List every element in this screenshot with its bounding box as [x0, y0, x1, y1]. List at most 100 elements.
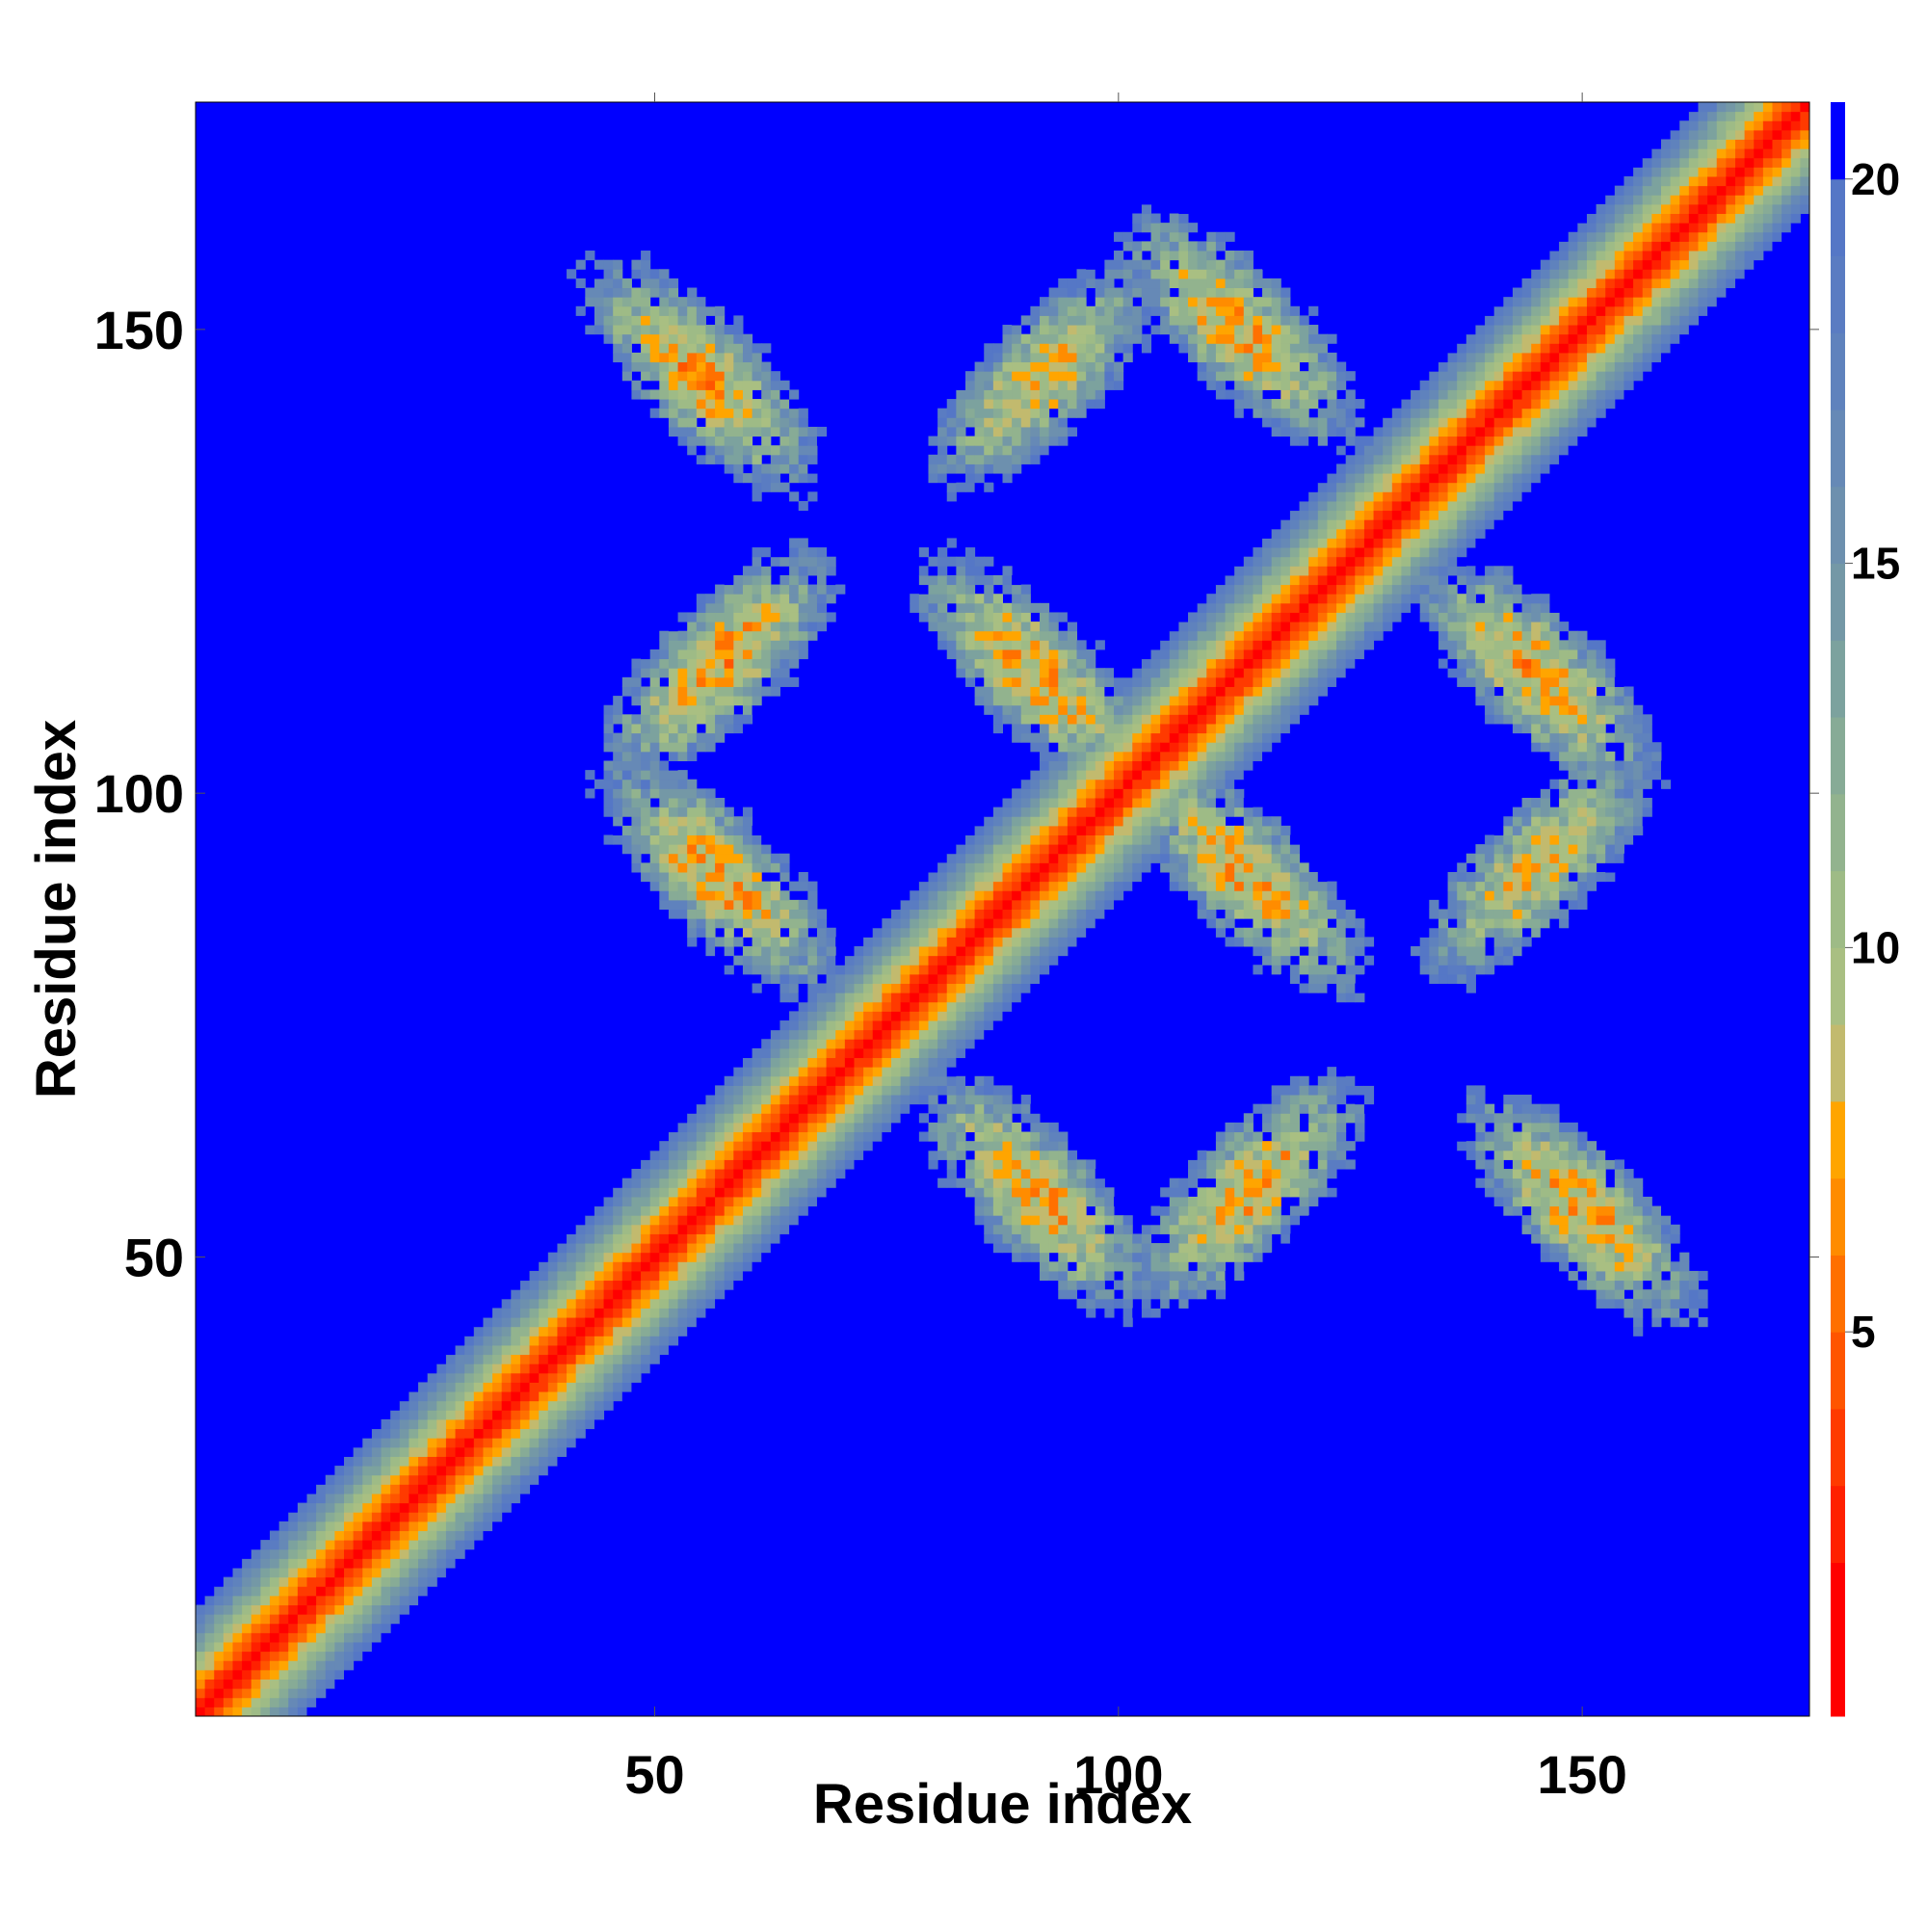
heatmap-cell: [492, 1344, 503, 1356]
heatmap-cell: [1206, 862, 1217, 873]
heatmap-cell: [1058, 380, 1069, 390]
heatmap-cell: [937, 1057, 948, 1068]
heatmap-cell: [789, 955, 800, 966]
heatmap-cell: [984, 918, 994, 929]
heatmap-cell: [946, 1169, 957, 1179]
heatmap-cell: [1086, 1233, 1096, 1244]
heatmap-cell: [1234, 890, 1245, 901]
heatmap-cell: [974, 1205, 985, 1216]
heatmap-cell: [890, 1095, 902, 1105]
heatmap-cell: [1169, 871, 1179, 883]
heatmap-cell: [1178, 871, 1189, 883]
heatmap-cell: [770, 1243, 780, 1254]
heatmap-cell: [974, 482, 985, 492]
heatmap-cell: [649, 1326, 660, 1337]
heatmap-cell: [956, 668, 966, 678]
heatmap-cell: [715, 454, 726, 464]
heatmap-cell: [575, 1261, 586, 1272]
heatmap-cell: [1215, 1233, 1227, 1244]
heatmap-cell: [724, 1122, 734, 1133]
heatmap-cell: [946, 899, 957, 910]
heatmap-cell: [742, 1113, 753, 1124]
heatmap-cell: [306, 1567, 317, 1578]
heatmap-cell: [1141, 315, 1152, 326]
heatmap-cell: [789, 389, 800, 400]
heatmap-cell: [242, 1660, 252, 1671]
heatmap-cell: [964, 1169, 976, 1179]
heatmap-cell: [362, 1614, 373, 1625]
heatmap-cell: [557, 1382, 568, 1392]
heatmap-cell: [789, 1205, 800, 1216]
heatmap-cell: [547, 1382, 558, 1392]
heatmap-cell: [733, 937, 744, 947]
heatmap-cell: [816, 1187, 828, 1198]
heatmap-cell: [585, 1270, 595, 1282]
heatmap-cell: [585, 1252, 595, 1262]
heatmap-cell: [705, 1150, 716, 1160]
heatmap-cell: [705, 676, 716, 687]
heatmap-cell: [455, 1474, 465, 1485]
heatmap-cell: [1058, 834, 1069, 845]
heatmap-cell: [974, 696, 985, 706]
heatmap-cell: [649, 1363, 660, 1374]
heatmap-cell: [752, 547, 762, 558]
heatmap-cell: [511, 1446, 521, 1457]
heatmap-cell: [649, 1298, 660, 1309]
heatmap-cell: [724, 1085, 734, 1096]
heatmap-cell: [742, 574, 753, 586]
heatmap-cell: [483, 1493, 493, 1504]
heatmap-cell: [492, 1493, 503, 1504]
heatmap-cell: [1040, 622, 1050, 632]
heatmap-cell: [631, 1215, 642, 1226]
heatmap-cell: [1020, 1233, 1031, 1244]
heatmap-cell: [807, 1141, 818, 1151]
heatmap-cell: [890, 1103, 902, 1114]
heatmap-cell: [1206, 278, 1217, 289]
heatmap-cell: [1197, 844, 1207, 855]
heatmap-cell: [696, 853, 706, 863]
heatmap-cell: [956, 881, 966, 891]
heatmap-cell: [1206, 1224, 1217, 1234]
heatmap-cell: [1178, 732, 1189, 743]
heatmap-cell: [436, 1428, 447, 1439]
heatmap-cell: [872, 1131, 883, 1142]
heatmap-cell: [1225, 584, 1235, 595]
heatmap-cell: [1215, 742, 1227, 753]
heatmap-cell: [1234, 1169, 1245, 1179]
heatmap-cell: [613, 1215, 623, 1226]
heatmap-cell: [1095, 297, 1105, 307]
heatmap-cell: [974, 566, 985, 576]
heatmap-cell: [659, 714, 670, 725]
heatmap-cell: [603, 1363, 614, 1374]
heatmap-cell: [872, 1001, 883, 1012]
heatmap-cell: [752, 1067, 762, 1077]
heatmap-cell: [984, 862, 994, 873]
heatmap-cell: [1002, 696, 1013, 706]
heatmap-cell: [436, 1558, 447, 1569]
heatmap-cell: [325, 1669, 335, 1680]
heatmap-cell: [1169, 1205, 1179, 1216]
heatmap-cell: [1040, 807, 1050, 817]
heatmap-cell: [641, 343, 651, 354]
heatmap-cell: [659, 668, 670, 678]
heatmap-cell: [1095, 816, 1105, 827]
heatmap-cell: [1040, 853, 1050, 863]
heatmap-cell: [1114, 881, 1124, 891]
heatmap-cell: [752, 1205, 762, 1216]
heatmap-cell: [464, 1344, 475, 1356]
heatmap-cell: [492, 1466, 503, 1476]
heatmap-cell: [649, 1187, 660, 1198]
heatmap-cell: [937, 482, 948, 492]
heatmap-cell: [1234, 1224, 1245, 1234]
heatmap-cell: [1150, 278, 1161, 289]
heatmap-cell: [677, 723, 688, 734]
heatmap-cell: [1020, 426, 1031, 437]
heatmap-cell: [1132, 751, 1143, 761]
heatmap-cell: [334, 1623, 345, 1633]
heatmap-cell: [1104, 732, 1115, 743]
heatmap-cell: [984, 352, 994, 363]
heatmap-cell: [631, 1233, 642, 1244]
heatmap-cell: [668, 343, 679, 354]
heatmap-cell: [1206, 343, 1217, 354]
heatmap-cell: [826, 1001, 836, 1012]
